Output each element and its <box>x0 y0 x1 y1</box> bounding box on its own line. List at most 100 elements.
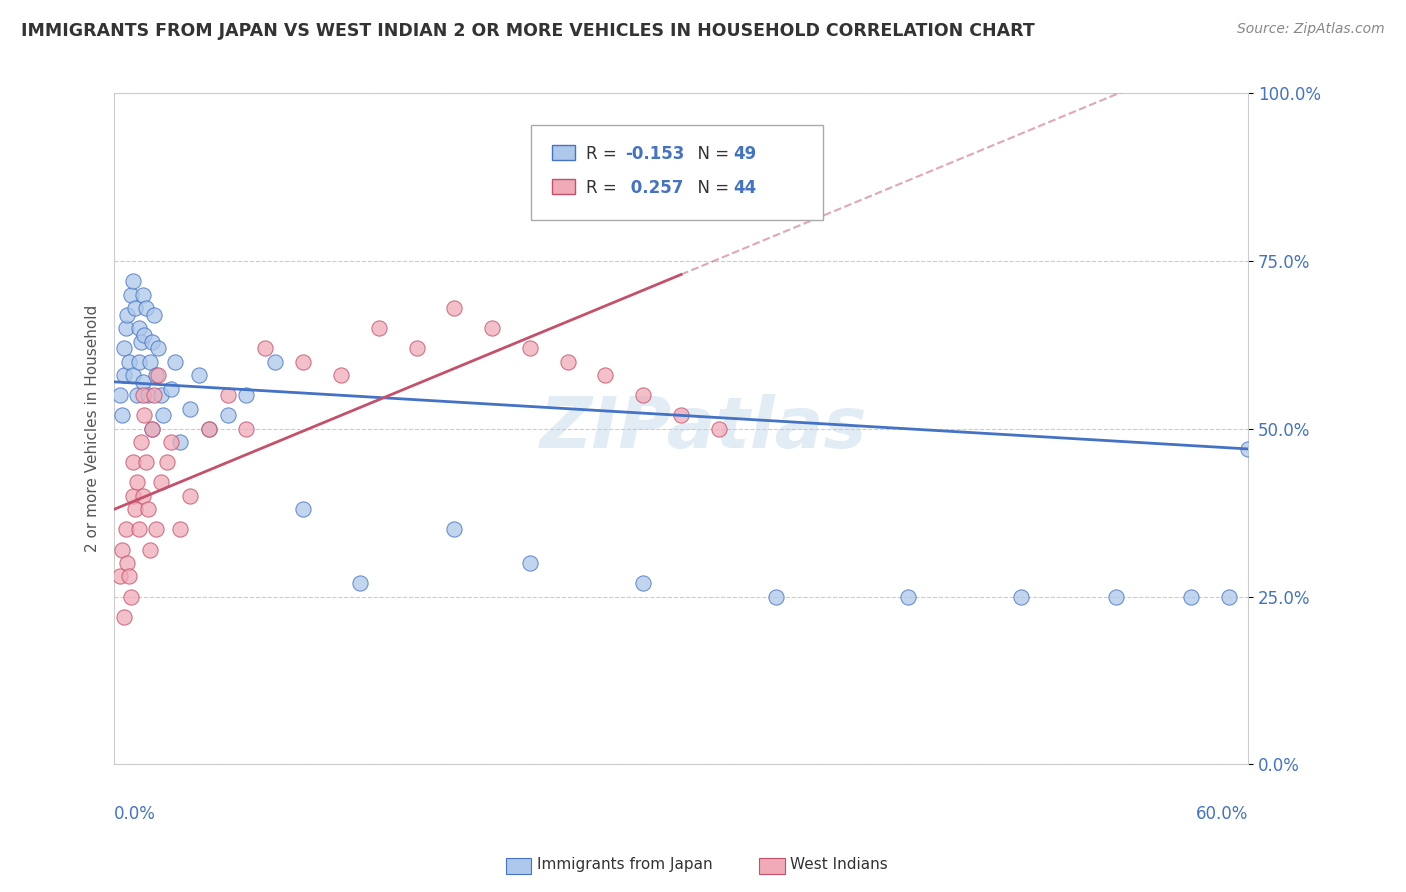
Point <box>124 301 146 315</box>
Point <box>160 435 183 450</box>
Point <box>179 489 201 503</box>
Point <box>1180 590 1202 604</box>
Text: R =: R = <box>586 145 621 163</box>
Point <box>197 422 219 436</box>
Point <box>112 341 135 355</box>
Point <box>139 355 162 369</box>
Point <box>163 355 186 369</box>
Text: R =: R = <box>586 179 621 197</box>
Text: -0.153: -0.153 <box>626 145 685 163</box>
Point <box>136 502 159 516</box>
Point <box>118 569 141 583</box>
Point <box>117 308 139 322</box>
Point <box>595 368 617 383</box>
Point <box>292 502 315 516</box>
Point <box>142 388 165 402</box>
Point <box>128 321 150 335</box>
Point <box>125 388 148 402</box>
Point <box>292 355 315 369</box>
Point <box>150 388 173 402</box>
Point <box>146 341 169 355</box>
Point <box>124 502 146 516</box>
Point <box>131 287 153 301</box>
Point <box>169 523 191 537</box>
Point <box>235 388 257 402</box>
Point <box>707 422 730 436</box>
Text: Source: ZipAtlas.com: Source: ZipAtlas.com <box>1237 22 1385 37</box>
Point <box>1010 590 1032 604</box>
Point <box>118 355 141 369</box>
Y-axis label: 2 or more Vehicles in Household: 2 or more Vehicles in Household <box>86 305 100 552</box>
Point <box>108 569 131 583</box>
Point <box>254 341 277 355</box>
Point <box>443 523 465 537</box>
Point <box>519 341 541 355</box>
Point <box>765 590 787 604</box>
Point <box>481 321 503 335</box>
Point <box>122 368 145 383</box>
Point <box>128 355 150 369</box>
Point <box>114 321 136 335</box>
Point <box>120 287 142 301</box>
Point <box>131 388 153 402</box>
Text: N =: N = <box>688 179 734 197</box>
Point <box>169 435 191 450</box>
Point <box>1105 590 1128 604</box>
Point <box>122 455 145 469</box>
Point <box>112 609 135 624</box>
Point <box>142 308 165 322</box>
Point <box>141 422 163 436</box>
Point <box>111 409 134 423</box>
Point <box>897 590 920 604</box>
Point <box>145 523 167 537</box>
Point <box>145 368 167 383</box>
Text: Immigrants from Japan: Immigrants from Japan <box>537 857 713 871</box>
Text: 60.0%: 60.0% <box>1195 805 1249 822</box>
Point <box>129 334 152 349</box>
Point <box>122 274 145 288</box>
Point <box>349 576 371 591</box>
Point <box>135 301 157 315</box>
Point <box>217 409 239 423</box>
Point <box>405 341 427 355</box>
Text: West Indians: West Indians <box>790 857 889 871</box>
Point <box>141 334 163 349</box>
Point <box>131 489 153 503</box>
Point <box>134 327 156 342</box>
Point <box>117 556 139 570</box>
Point <box>114 523 136 537</box>
Point <box>557 355 579 369</box>
Point <box>1218 590 1240 604</box>
Point <box>135 455 157 469</box>
Point <box>141 422 163 436</box>
Point <box>150 475 173 490</box>
Point <box>122 489 145 503</box>
Point <box>443 301 465 315</box>
Point <box>131 375 153 389</box>
Point <box>152 409 174 423</box>
Point <box>120 590 142 604</box>
Text: 0.257: 0.257 <box>626 179 683 197</box>
Point <box>108 388 131 402</box>
Point <box>125 475 148 490</box>
Point <box>179 401 201 416</box>
Text: ZIPatlas: ZIPatlas <box>540 394 868 463</box>
Point <box>111 542 134 557</box>
Text: 49: 49 <box>734 145 756 163</box>
Point <box>188 368 211 383</box>
Point <box>329 368 352 383</box>
Point <box>669 409 692 423</box>
Point <box>139 542 162 557</box>
Point <box>367 321 389 335</box>
Point <box>136 388 159 402</box>
Text: 44: 44 <box>734 179 756 197</box>
Point <box>519 556 541 570</box>
Point <box>112 368 135 383</box>
Point <box>1237 442 1260 456</box>
Point <box>160 382 183 396</box>
Point <box>128 523 150 537</box>
Point <box>134 409 156 423</box>
Point <box>633 388 655 402</box>
Text: N =: N = <box>688 145 734 163</box>
Point <box>129 435 152 450</box>
